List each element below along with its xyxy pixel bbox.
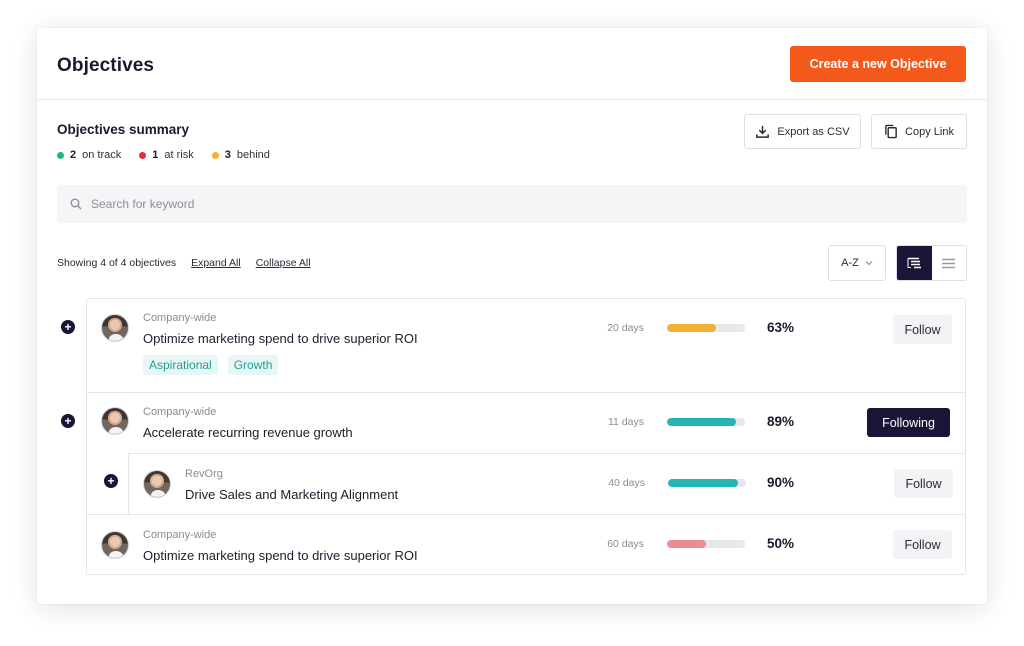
tree-view-button[interactable] <box>897 246 932 280</box>
follow-button[interactable]: Follow <box>894 469 953 498</box>
stat-label: at risk <box>164 149 194 161</box>
summary-title: Objectives summary <box>57 122 190 137</box>
objective-row[interactable]: Company-wide Accelerate recurring revenu… <box>87 392 965 453</box>
objective-title[interactable]: Optimize marketing spend to drive superi… <box>143 548 418 563</box>
tree-view-icon <box>907 257 921 269</box>
export-csv-label: Export as CSV <box>777 125 850 138</box>
progress-percent: 89% <box>767 414 795 429</box>
progress-percent: 50% <box>767 536 795 551</box>
showing-count: Showing 4 of 4 objectives <box>57 257 177 269</box>
progress-fill <box>667 324 717 332</box>
progress-fill <box>667 540 706 548</box>
stat-at-risk: 1 at risk <box>139 149 194 161</box>
stat-count: 1 <box>152 149 159 161</box>
download-icon <box>756 125 770 138</box>
summary-stats: 2 on track 1 at risk 3 behind <box>57 149 270 161</box>
objectives-card: Objectives Create a new Objective Object… <box>37 28 987 604</box>
objective-row[interactable]: Company-wide Optimize marketing spend to… <box>87 514 965 575</box>
page-title: Objectives <box>57 55 155 76</box>
stat-count: 2 <box>70 149 77 161</box>
stat-behind: 3 behind <box>211 149 270 161</box>
progress-bar <box>667 540 745 548</box>
progress-bar <box>667 418 745 426</box>
copy-link-button[interactable]: Copy Link <box>871 114 967 149</box>
days-remaining: 40 days <box>608 477 645 489</box>
sort-value: A-Z <box>841 257 859 269</box>
stat-count: 3 <box>224 149 231 161</box>
objective-title[interactable]: Accelerate recurring revenue growth <box>143 425 353 440</box>
search-bar <box>57 185 967 223</box>
stat-label: behind <box>236 149 270 161</box>
progress-bar <box>667 324 745 332</box>
objective-row[interactable]: Company-wide Optimize marketing spend to… <box>87 299 965 392</box>
objective-owner: RevOrg <box>185 468 223 480</box>
stat-label: on track <box>82 149 122 161</box>
flat-view-button[interactable] <box>932 246 967 280</box>
objective-row-child[interactable]: RevOrg Drive Sales and Marketing Alignme… <box>128 453 965 514</box>
on-track-dot <box>57 151 64 159</box>
collapse-all-link[interactable]: Collapse All <box>255 257 311 269</box>
search-icon <box>70 198 82 210</box>
avatar <box>143 470 171 498</box>
objective-owner: Company-wide <box>143 312 217 324</box>
progress-bar <box>668 479 746 487</box>
objectives-list: Company-wide Optimize marketing spend to… <box>86 298 966 575</box>
view-toggle <box>896 245 967 281</box>
sort-select[interactable]: A-Z <box>828 245 886 281</box>
days-remaining: 20 days <box>607 322 644 334</box>
copy-link-label: Copy Link <box>905 125 954 138</box>
avatar <box>101 531 129 559</box>
objective-title[interactable]: Drive Sales and Marketing Alignment <box>185 487 399 502</box>
avatar <box>101 407 129 435</box>
search-input[interactable] <box>91 197 891 211</box>
follow-button[interactable]: Follow <box>893 530 952 559</box>
copy-icon <box>885 124 897 139</box>
progress-percent: 63% <box>767 320 795 335</box>
create-objective-button[interactable]: Create a new Objective <box>790 46 966 82</box>
expand-row-button[interactable]: + <box>61 320 75 334</box>
at-risk-dot <box>139 151 147 159</box>
following-button[interactable]: Following <box>867 408 950 437</box>
objective-title[interactable]: Optimize marketing spend to drive superi… <box>143 331 418 346</box>
expand-row-button[interactable]: + <box>104 474 118 488</box>
progress-fill <box>668 479 739 487</box>
behind-dot <box>211 151 219 159</box>
chevron-down-icon <box>865 261 873 266</box>
progress-percent: 90% <box>767 475 795 490</box>
progress-fill <box>667 418 737 426</box>
days-remaining: 11 days <box>608 416 644 428</box>
objective-tags: Aspirational Growth <box>143 355 279 375</box>
days-remaining: 60 days <box>607 538 644 550</box>
stat-on-track: 2 on track <box>57 149 121 161</box>
objective-owner: Company-wide <box>143 406 217 418</box>
avatar <box>101 314 129 342</box>
export-csv-button[interactable]: Export as CSV <box>744 114 861 149</box>
card-header: Objectives Create a new Objective <box>37 28 987 100</box>
expand-row-button[interactable]: + <box>61 414 75 428</box>
expand-all-link[interactable]: Expand All <box>191 257 241 269</box>
tag-aspirational[interactable]: Aspirational <box>143 355 218 375</box>
list-controls: Showing 4 of 4 objectives Expand All Col… <box>57 257 311 269</box>
follow-button[interactable]: Follow <box>893 315 952 344</box>
list-view-icon <box>942 258 956 268</box>
tag-growth[interactable]: Growth <box>227 355 279 375</box>
objective-owner: Company-wide <box>143 529 217 541</box>
